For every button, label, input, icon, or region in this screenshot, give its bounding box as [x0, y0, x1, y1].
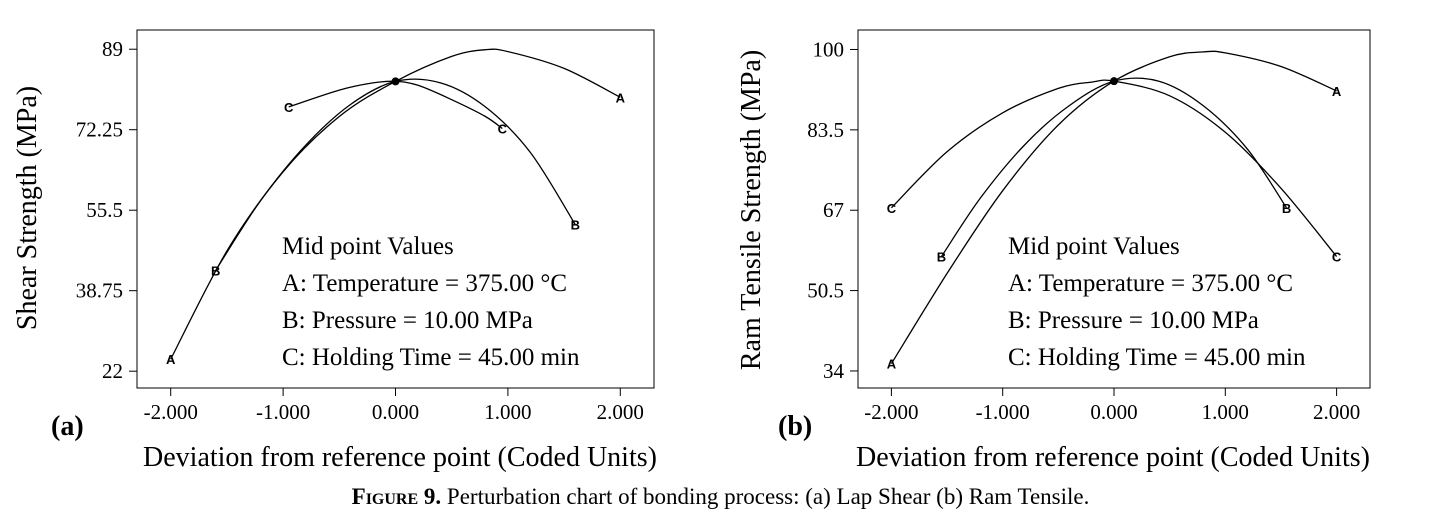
y-tick-label-a: 38.75 [76, 279, 123, 303]
note-a-line-b: A: Temperature = 375.00 °C [1008, 270, 1293, 297]
y-axis-title-a: Shear Strength (MPa) [12, 86, 43, 330]
y-tick-label-b: 83.5 [807, 118, 844, 142]
curve-label-b-b: B [937, 249, 946, 264]
curve-label-a-b: A [887, 357, 897, 372]
curve-c-a [288, 80, 503, 130]
curve-label-a-a: A [616, 90, 626, 105]
x-axis-title-b: Deviation from reference point (Coded Un… [856, 442, 1370, 473]
curve-label-b-a: B [571, 218, 580, 233]
x-ticks-a: -2.000 -1.000 0.000 1.000 2.000 [144, 388, 644, 424]
midpoint-note-a: Mid point Values A: Temperature = 375.00… [282, 233, 580, 371]
chart-panel-b: 34 50.5 67 83.5 100 -2.000 -1.000 0.000 1.000 2.… [736, 29, 1371, 473]
curve-label-c-b: C [887, 201, 897, 216]
curves-b: A A B B C C [887, 50, 1342, 372]
y-tick-label-b: 100 [813, 37, 845, 61]
panel-label-b: (b) [778, 411, 812, 442]
note-b-line: B: Pressure = 10.00 MPa [282, 307, 533, 334]
y-tick-label-b: 67 [823, 198, 844, 222]
y-tick-label-b: 50.5 [807, 279, 844, 303]
reference-point-a [391, 77, 400, 86]
y-axis-title-b: Ram Tensile Strength (MPa) [736, 50, 767, 370]
curve-label-c-a: C [498, 122, 508, 137]
caption-text: Perturbation chart of bonding process: (… [446, 484, 1090, 509]
note-c-line-b: C: Holding Time = 45.00 min [1008, 344, 1306, 371]
x-ticks-b: -2.000 -1.000 0.000 1.000 2.000 [864, 388, 1360, 424]
curve-b-b [940, 77, 1288, 257]
curve-label-a-a: A [166, 352, 176, 367]
x-tick-label-a: 2.000 [597, 400, 644, 424]
curve-c-b [890, 79, 1338, 257]
note-b-line-b: B: Pressure = 10.00 MPa [1008, 307, 1259, 334]
y-ticks-a: 22 38.75 55.5 72.25 89 [76, 37, 137, 383]
note-title-b: Mid point Values [1008, 233, 1180, 260]
panel-label-a: (a) [51, 411, 84, 442]
curve-label-c-b: C [1332, 249, 1342, 264]
x-tick-label-b: 2.000 [1313, 400, 1360, 424]
x-tick-label-a: -2.000 [144, 400, 198, 424]
x-tick-label-b: -1.000 [976, 400, 1030, 424]
note-c-line: C: Holding Time = 45.00 min [282, 344, 580, 371]
y-tick-label-a: 89 [102, 37, 123, 61]
midpoint-note-b: Mid point Values A: Temperature = 375.00… [1008, 233, 1306, 371]
curve-label-c-a: C [284, 100, 294, 115]
curves-a: A A B B C C [166, 48, 626, 367]
x-tick-label-b: 1.000 [1202, 400, 1249, 424]
x-tick-label-a: -1.000 [256, 400, 310, 424]
x-tick-label-a: 1.000 [484, 400, 531, 424]
reference-point-b [1110, 77, 1118, 86]
figure-caption: Figure 9. Perturbation chart of bonding … [0, 484, 1441, 510]
note-title-a: Mid point Values [282, 233, 454, 260]
x-tick-label-b: 0.000 [1090, 400, 1137, 424]
y-tick-label-a: 55.5 [86, 198, 123, 222]
x-axis-title-a: Deviation from reference point (Coded Un… [143, 442, 657, 473]
caption-label: Figure 9. [351, 484, 442, 509]
y-tick-label-a: 72.25 [76, 118, 123, 142]
curve-label-b-b: B [1282, 201, 1291, 216]
curve-label-a-b: A [1332, 84, 1342, 99]
curve-label-b-a: B [211, 263, 220, 278]
y-tick-label-b: 34 [823, 359, 845, 383]
x-tick-label-b: -2.000 [864, 400, 918, 424]
y-ticks-b: 34 50.5 67 83.5 100 [807, 37, 858, 383]
y-tick-label-a: 22 [102, 359, 123, 383]
note-a-line: A: Temperature = 375.00 °C [282, 270, 567, 297]
x-tick-label-a: 0.000 [372, 400, 419, 424]
chart-panel-a: 22 38.75 55.5 72.25 89 -2.000 -1.000 0.000 1.00… [12, 29, 657, 473]
